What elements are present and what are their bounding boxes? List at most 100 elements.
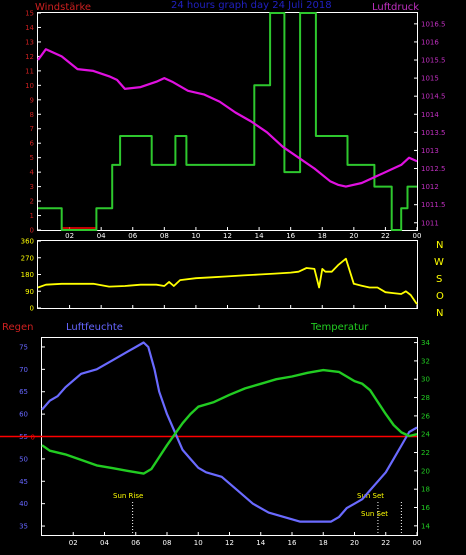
pressure-y-label-1015: 1015 (421, 75, 439, 83)
humidity-x-axis-label-18: 18 (319, 539, 328, 547)
humidity-x-axis-label-06: 06 (131, 539, 140, 547)
temperature-y-label-32: 32 (421, 357, 430, 365)
pressure-y-label-1011.5: 1011.5 (421, 201, 446, 209)
direction-y-label-0: 0 (30, 305, 34, 313)
wind-y-label-9: 9 (30, 96, 34, 104)
humidity-y-label-65: 65 (19, 388, 28, 396)
wind-y-label-12: 12 (25, 53, 34, 61)
wind-y-label-15: 15 (25, 10, 34, 18)
wind-y-label-0: 0 (30, 227, 34, 235)
humidity-x-axis-label-02: 02 (69, 539, 78, 547)
humidity-y-label-45: 45 (19, 478, 28, 486)
temperature-y-label-22: 22 (421, 449, 430, 457)
compass-label-o: O (436, 291, 444, 302)
wind-x-axis-label-18: 18 (318, 232, 327, 240)
pressure-y-label-1013: 1013 (421, 147, 439, 155)
pressure-y-label-1014: 1014 (421, 111, 439, 119)
humidity-x-axis-label-22: 22 (381, 539, 390, 547)
direction-y-label-360: 360 (21, 238, 34, 246)
wind-x-axis-label-22: 22 (381, 232, 390, 240)
temperature-y-label-28: 28 (421, 394, 430, 402)
pressure-y-label-1012: 1012 (421, 183, 439, 191)
humidity-x-axis-label-14: 14 (256, 539, 265, 547)
wind-speed-line (38, 12, 417, 231)
humidity-y-label-75: 75 (19, 343, 28, 351)
wind-y-label-14: 14 (25, 24, 34, 32)
pressure-y-label-1016.5: 1016.5 (421, 20, 446, 28)
humidity-y-label-50: 50 (19, 455, 28, 463)
humidity-x-axis-label-04: 04 (100, 539, 109, 547)
wind-x-axis-label-12: 12 (223, 232, 232, 240)
humidity-x-axis-label-00: 00 (413, 539, 422, 547)
temperature-y-label-20: 20 (421, 467, 430, 475)
temperature-axis-title: Temperatur (310, 322, 369, 333)
compass-label-s: S (436, 274, 442, 285)
humidity-y-label-70: 70 (19, 366, 28, 374)
sunset-label-lower: Sun Set (361, 510, 388, 518)
wind-x-axis-label-00: 00 (413, 232, 422, 240)
wind-x-axis-label-20: 20 (349, 232, 358, 240)
humidity-y-label-60: 60 (19, 411, 28, 419)
chart-plot-layer: 02 04 06 08 10 12 14 16 18 20 22 000123456789101112… (0, 10, 446, 547)
humidity-y-label-40: 40 (19, 500, 28, 508)
wind-y-label-1: 1 (30, 212, 34, 220)
wind-x-axis-label-04: 04 (97, 232, 106, 240)
temperature-y-label-34: 34 (421, 339, 430, 347)
wind-axis-title: Windstärke (35, 2, 91, 13)
temperature-y-label-26: 26 (421, 412, 430, 420)
temperature-y-label-14: 14 (421, 522, 430, 530)
temperature-y-label-24: 24 (421, 431, 430, 439)
wind-y-label-4: 4 (30, 169, 35, 177)
humidity-x-axis-label-16: 16 (288, 539, 297, 547)
wind-x-axis-label-08: 08 (160, 232, 169, 240)
wind-y-label-2: 2 (30, 198, 34, 206)
pressure-y-label-1016: 1016 (421, 38, 439, 46)
temperature-y-label-18: 18 (421, 486, 430, 494)
wind-y-label-7: 7 (30, 125, 34, 133)
wind-direction-panel (37, 240, 418, 309)
wind-y-label-8: 8 (30, 111, 34, 119)
sunset-label: Sun Set (357, 492, 384, 500)
wind-x-axis-label-02: 02 (65, 232, 74, 240)
wind-x-axis-label-10: 10 (191, 232, 200, 240)
humidity-axis-title: Luftfeuchte (66, 322, 123, 333)
direction-y-label-90: 90 (25, 288, 34, 296)
wind-direction-line (37, 257, 418, 305)
chart-title: 24 hours graph day 24 Juli 2018 (171, 0, 332, 11)
humidity-x-axis-label-20: 20 (350, 539, 359, 547)
rain-axis-title: Regen (2, 322, 34, 333)
pressure-axis-title: Luftdruck (372, 2, 419, 13)
humidity-x-axis-label-12: 12 (225, 539, 234, 547)
pressure-y-label-1014.5: 1014.5 (421, 93, 446, 101)
wind-y-label-6: 6 (30, 140, 35, 148)
pressure-y-label-1012.5: 1012.5 (421, 165, 446, 173)
wind-y-label-11: 11 (25, 67, 34, 75)
rain-y-label-0: 0 (31, 434, 35, 442)
pressure-y-label-1015.5: 1015.5 (421, 57, 446, 65)
direction-y-label-180: 180 (21, 271, 34, 279)
wind-x-axis-label-14: 14 (255, 232, 264, 240)
pressure-y-label-1011: 1011 (421, 219, 439, 227)
temperature-y-label-16: 16 (421, 504, 430, 512)
wind-y-label-10: 10 (25, 82, 34, 90)
temperature-y-label-30: 30 (421, 376, 430, 384)
wind-y-label-5: 5 (30, 154, 34, 162)
humidity-y-label-35: 35 (19, 523, 28, 531)
sunrise-label: Sun Rise (113, 492, 143, 500)
temperature-line (41, 368, 418, 475)
direction-y-label-270: 270 (21, 254, 34, 262)
wind-x-axis-label-06: 06 (128, 232, 137, 240)
humidity-line (41, 341, 418, 523)
wind-y-label-3: 3 (30, 183, 34, 191)
wind-pressure-panel (37, 12, 418, 231)
humidity-x-axis-label-10: 10 (194, 539, 203, 547)
compass-label-w: W (434, 257, 444, 268)
compass-label-n-bottom: N (436, 308, 443, 319)
wind-x-axis-label-16: 16 (286, 232, 295, 240)
pressure-y-label-1013.5: 1013.5 (421, 129, 446, 137)
humidity-x-axis-label-08: 08 (163, 539, 172, 547)
pressure-line (37, 48, 418, 188)
wind-y-label-13: 13 (25, 38, 34, 46)
